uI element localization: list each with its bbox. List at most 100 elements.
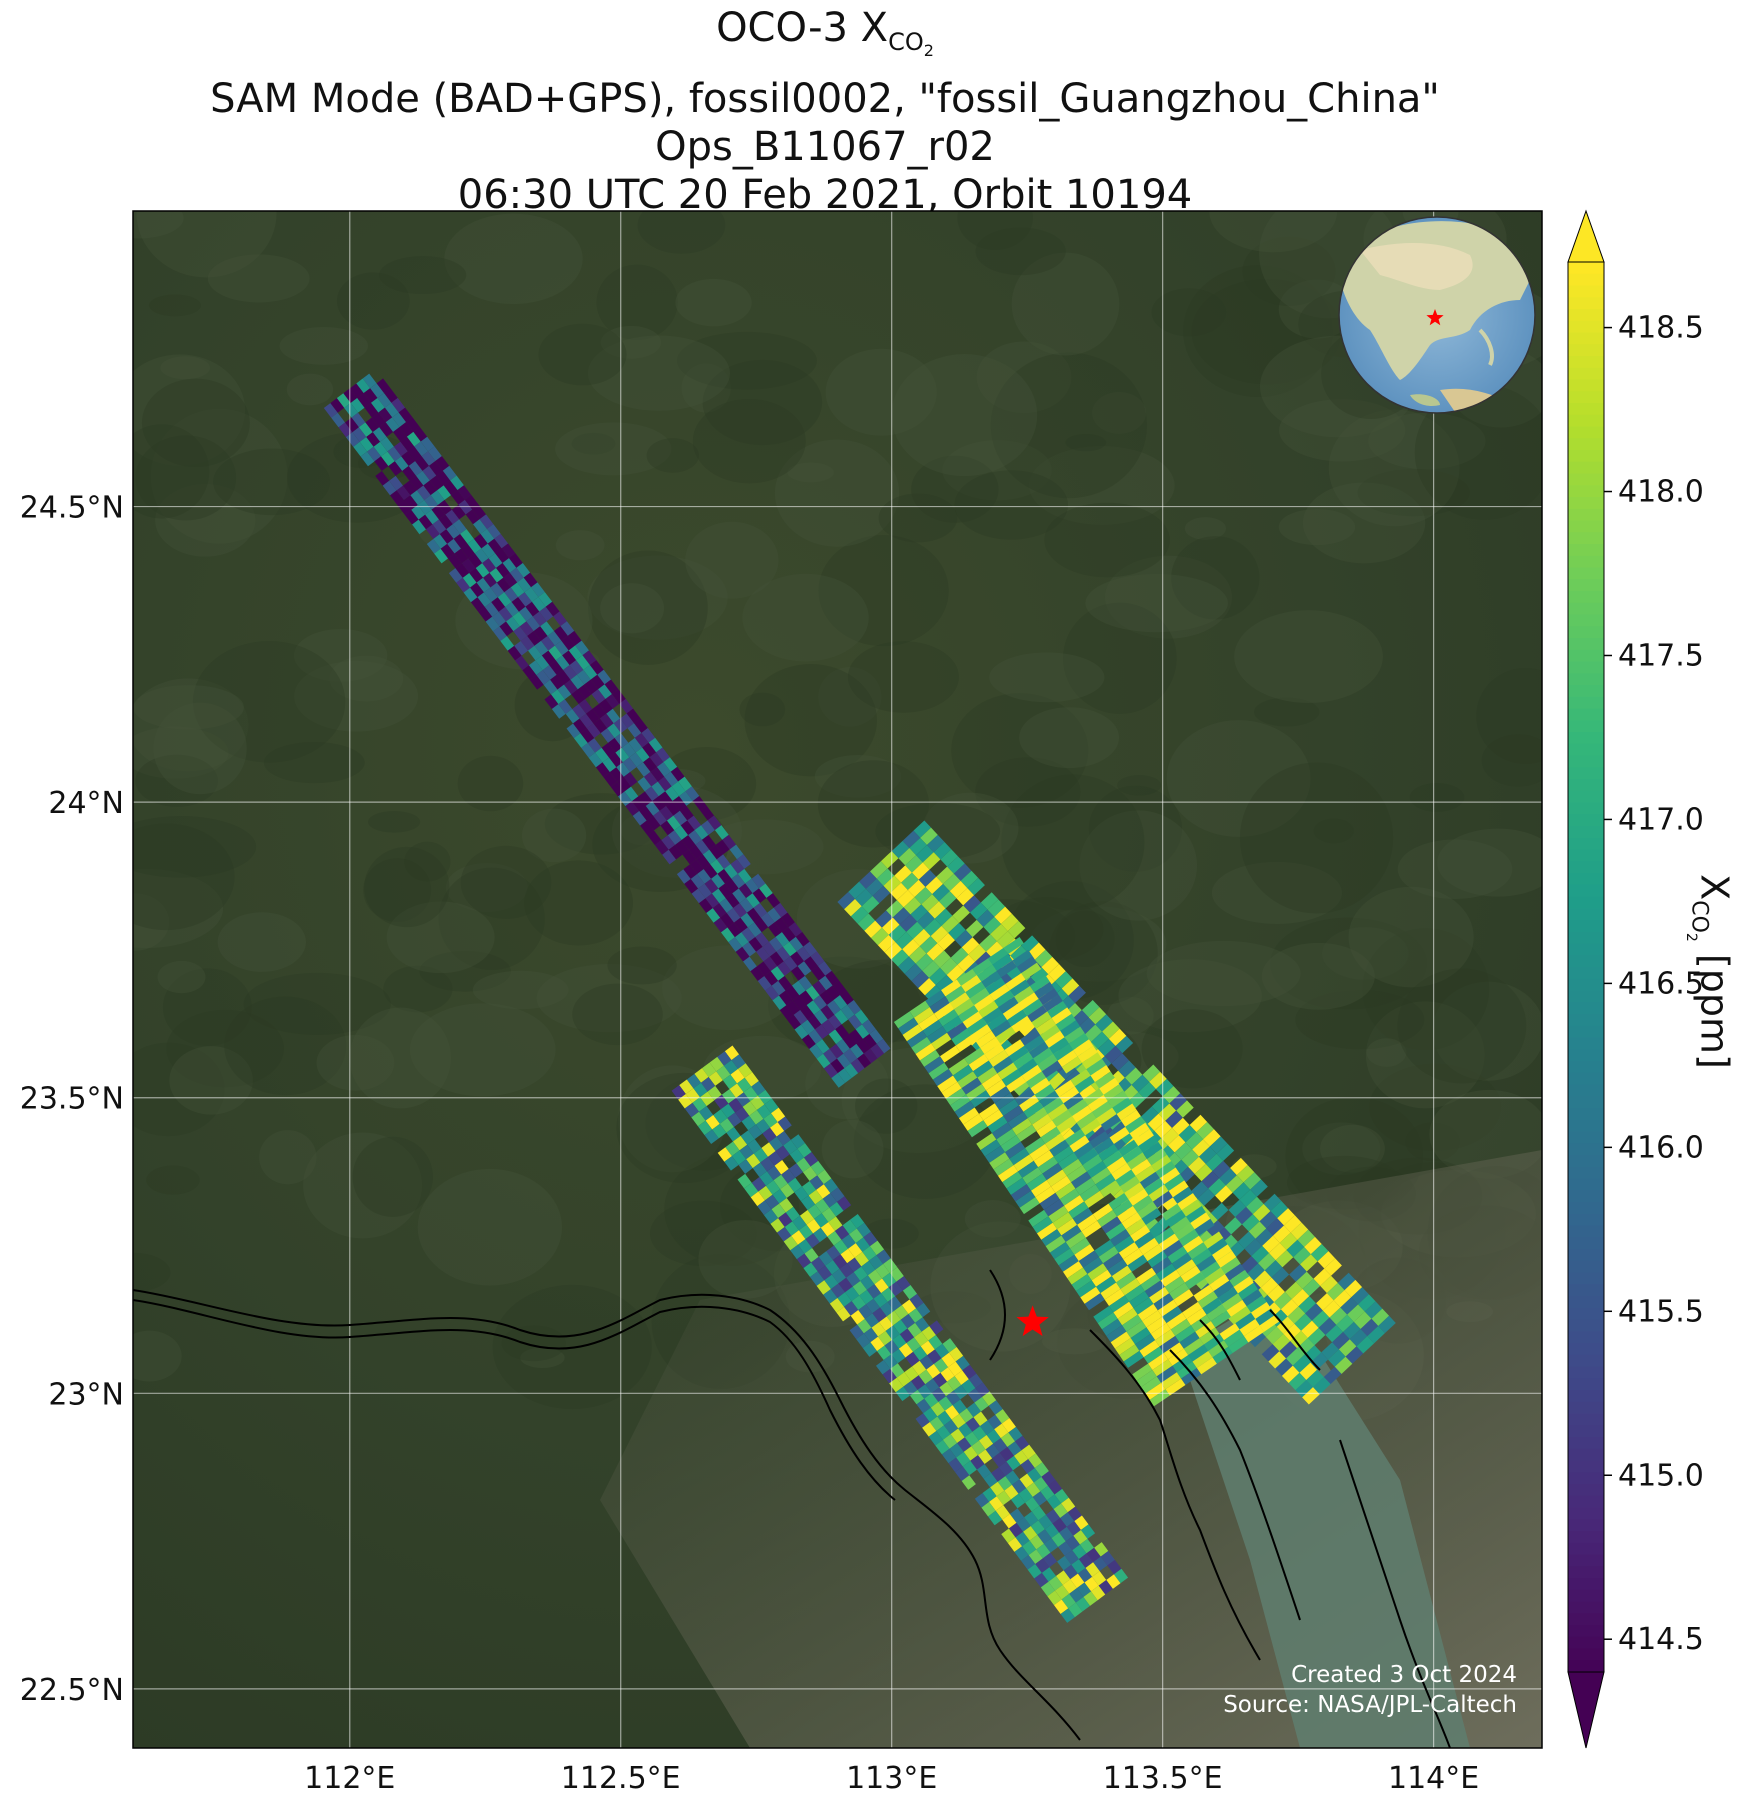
- sounding-cell: [758, 1185, 773, 1201]
- sounding-cell: [450, 475, 464, 491]
- sounding-cell: [1253, 1270, 1272, 1288]
- terrain-patch: [787, 462, 834, 483]
- sounding-cell: [1277, 1208, 1295, 1226]
- sounding-cell: [913, 1346, 928, 1361]
- terrain-patch: [146, 1165, 200, 1195]
- sounding-cell: [1133, 1297, 1154, 1315]
- sounding-cell: [1132, 1195, 1153, 1213]
- sounding-cell: [1237, 1231, 1256, 1249]
- sounding-cell: [1109, 1295, 1130, 1313]
- sounding-cell: [919, 936, 938, 954]
- sounding-cell: [741, 927, 756, 943]
- sounding-cell: [673, 810, 688, 826]
- sounding-cell: [913, 820, 932, 838]
- sounding-cell: [541, 650, 556, 666]
- terrain-patch: [133, 211, 184, 239]
- sounding-cell: [737, 868, 752, 884]
- terrain-patch: [989, 652, 1105, 703]
- sounding-cell: [1210, 1310, 1231, 1328]
- terrain-patch: [692, 398, 806, 484]
- sounding-cell: [356, 378, 371, 394]
- terrain-patch: [153, 702, 247, 795]
- sounding-cell: [1067, 1506, 1082, 1522]
- sounding-cell: [849, 1324, 864, 1340]
- sounding-cell: [807, 1014, 822, 1030]
- sounding-cell: [708, 1071, 723, 1086]
- sounding-cell: [1034, 1572, 1049, 1588]
- terrain-patch: [1368, 412, 1486, 470]
- sounding-cell: [856, 1038, 871, 1054]
- terrain-patch: [1151, 288, 1227, 337]
- sounding-cell: [1061, 1224, 1082, 1242]
- sounding-cell: [832, 1254, 848, 1269]
- sounding-cell: [1356, 1336, 1375, 1354]
- sounding-cell: [463, 587, 478, 603]
- sounding-cell: [1092, 1203, 1113, 1221]
- sounding-cell: [1133, 1129, 1154, 1147]
- sounding-cell: [796, 946, 811, 962]
- sounding-cell: [1030, 1180, 1052, 1198]
- sounding-cell: [1038, 988, 1059, 1006]
- sounding-cell: [476, 577, 491, 593]
- sounding-cell: [428, 461, 443, 476]
- sounding-cell: [711, 888, 726, 904]
- sounding-cell: [1121, 1212, 1142, 1230]
- sounding-cell: [876, 868, 895, 886]
- sounding-cell: [643, 771, 658, 787]
- sounding-cell: [1212, 1160, 1231, 1179]
- sounding-cell: [371, 412, 386, 428]
- sounding-cell: [1071, 1171, 1092, 1189]
- colorbar-segment: [1568, 1014, 1604, 1027]
- sounding-cell: [417, 500, 432, 515]
- sounding-cell: [438, 499, 452, 515]
- sounding-cell: [1304, 1236, 1322, 1255]
- sounding-cell: [525, 601, 540, 617]
- sounding-cell: [696, 854, 711, 870]
- sounding-cell: [1338, 1339, 1357, 1357]
- sounding-cell: [621, 742, 636, 758]
- sounding-cell: [792, 995, 807, 1011]
- sounding-cell: [765, 985, 779, 1001]
- sounding-cell: [400, 436, 415, 452]
- sounding-cell: [1027, 942, 1046, 960]
- sounding-cell: [719, 1118, 734, 1133]
- sounding-cell: [829, 1043, 844, 1059]
- sounding-cell: [421, 451, 436, 466]
- terrain-patch: [847, 641, 959, 713]
- sounding-cell: [996, 960, 1017, 978]
- sounding-cell: [1162, 1306, 1183, 1324]
- sounding-cell: [1096, 1276, 1117, 1294]
- sounding-cell: [885, 1325, 900, 1340]
- sounding-cell: [869, 1240, 885, 1256]
- sounding-cell: [781, 912, 795, 928]
- terrain-patch: [364, 846, 450, 928]
- sounding-cell: [1027, 1107, 1048, 1125]
- title-line-4: 06:30 UTC 20 Feb 2021, Orbit 10194: [457, 171, 1193, 218]
- colorbar-segment: [1568, 955, 1604, 968]
- sounding-cell: [1185, 1205, 1206, 1223]
- sounding-cell: [827, 1230, 842, 1246]
- terrain-patch: [1261, 942, 1375, 1010]
- sounding-cell: [813, 1227, 828, 1243]
- sounding-cell: [1013, 1052, 1034, 1070]
- sounding-cell: [366, 432, 381, 447]
- sounding-cell: [1017, 1160, 1039, 1178]
- colorbar-segment: [1568, 614, 1604, 628]
- sounding-cell: [1107, 1090, 1128, 1108]
- sounding-cell: [1066, 1165, 1087, 1183]
- sounding-cell: [503, 572, 518, 588]
- sounding-cell: [823, 1178, 838, 1194]
- terrain-patch: [133, 1252, 171, 1293]
- colorbar-tick-label: 418.0: [1618, 475, 1704, 510]
- sounding-cell: [529, 674, 544, 690]
- sounding-cell: [1001, 1528, 1016, 1544]
- sounding-cell: [1137, 1303, 1158, 1321]
- sounding-cell: [1124, 1067, 1143, 1085]
- sounding-cell: [616, 762, 631, 777]
- sounding-cell: [882, 1368, 897, 1384]
- sounding-cell: [908, 946, 927, 964]
- sounding-cell: [1303, 1345, 1322, 1363]
- sounding-cell: [671, 1085, 686, 1100]
- sounding-cell: [1023, 1526, 1038, 1541]
- sounding-cell: [1034, 1462, 1049, 1477]
